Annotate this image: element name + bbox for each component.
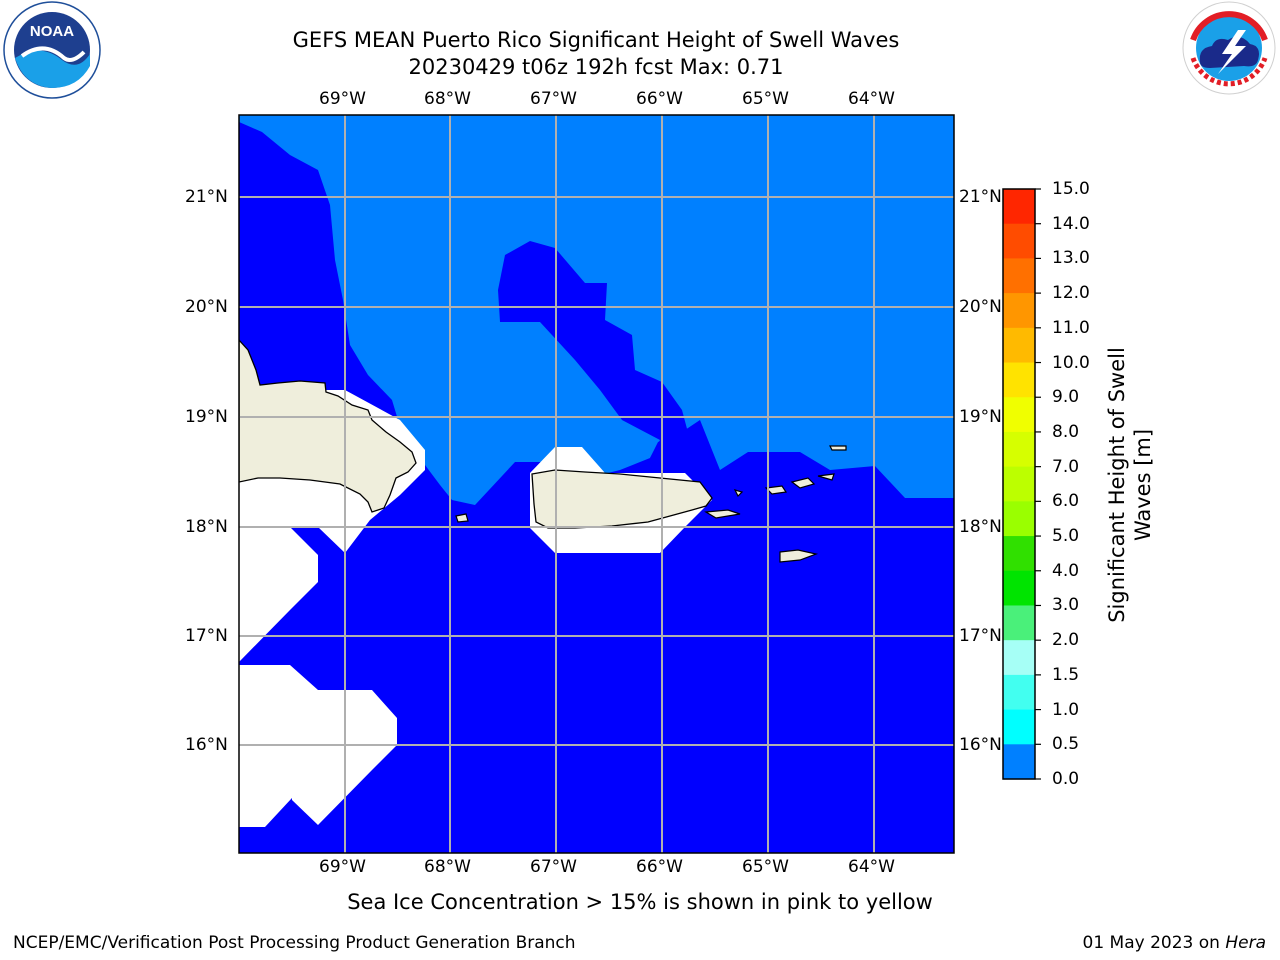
lon-label-top: 67°W [530,89,577,109]
lon-label-bottom: 66°W [636,857,683,877]
lon-label-top: 65°W [742,89,789,109]
colorbar-tick-label: 0.5 [1052,734,1080,755]
colorbar-segment [1003,258,1035,294]
lat-label-left: 21°N [185,187,228,207]
lat-label-right: 16°N [959,735,1002,755]
lon-label-top: 64°W [848,89,895,109]
colorbar-tick-label: 8.0 [1052,421,1080,442]
colorbar-tick-label: 11.0 [1052,317,1090,338]
colorbar-tick-label: 6.0 [1052,491,1080,512]
colorbar-title-line2: Waves [m] [1131,428,1155,542]
footer-machine: Hera [1225,933,1266,953]
map-subtitle: 20230429 t06z 192h fcst Max: 0.71 [408,55,784,79]
sea-ice-caption: Sea Ice Concentration > 15% is shown in … [347,890,933,914]
lon-label-bottom: 69°W [319,857,366,877]
colorbar-tick-label: 0.0 [1052,769,1080,789]
colorbar-tick-label: 15.0 [1052,179,1090,199]
lat-label-left: 18°N [185,517,228,537]
lat-label-right: 19°N [959,407,1002,427]
map-frame [238,114,955,854]
colorbar-segment [1003,709,1035,745]
lon-label-top: 66°W [636,89,683,109]
colorbar-segment [1003,674,1035,711]
colorbar-tick-label: 1.0 [1052,699,1080,720]
colorbar-segment [1003,501,1035,537]
colorbar-tick-label: 10.0 [1052,352,1090,373]
colorbar-segment [1003,536,1035,572]
colorbar-segment [1003,362,1035,398]
colorbar-segment [1003,327,1035,364]
colorbar [1002,188,1041,780]
colorbar-tick-label: 7.0 [1052,456,1080,477]
colorbar-segment [1003,744,1035,780]
colorbar-segment [1003,189,1035,225]
colorbar-frame [1002,188,1036,780]
lat-label-right: 21°N [959,187,1002,207]
lat-label-left: 17°N [185,626,228,646]
lon-label-bottom: 67°W [530,857,577,877]
lon-label-bottom: 65°W [742,857,789,877]
colorbar-segment [1003,640,1035,676]
colorbar-tick-label: 4.0 [1052,560,1080,581]
colorbar-tick-label: 2.0 [1052,630,1080,651]
swell-band-0-0.5-central [498,241,690,470]
colorbar-tick-label: 12.0 [1052,283,1090,304]
nws-logo [1182,1,1276,95]
colorbar-segment [1003,293,1035,329]
colorbar-segment [1003,431,1035,468]
colorbar-tick-label: 3.0 [1052,595,1080,616]
colorbar-tick-label: 13.0 [1052,248,1090,269]
footer-credit: NCEP/EMC/Verification Post Processing Pr… [13,933,576,953]
lat-label-left: 19°N [185,407,228,427]
lat-label-right: 17°N [959,626,1002,646]
lat-label-right: 18°N [959,517,1002,537]
nodata-southwest-1 [239,527,318,662]
virgin-islands [455,445,847,563]
colorbar-segment [1003,570,1035,607]
colorbar-tick-label: 9.0 [1052,387,1080,408]
graticule [239,115,954,853]
svg-text:NOAA: NOAA [30,23,74,40]
footer-date-text: 01 May 2023 on [1082,933,1220,953]
colorbar-segment [1003,466,1035,502]
footer-date: 01 May 2023 on Hera [1083,933,1267,953]
noaa-logo: NOAA [3,1,101,99]
colorbar-tick-label: 5.0 [1052,526,1080,547]
lat-label-right: 20°N [959,297,1002,317]
lon-label-top: 68°W [424,89,471,109]
lat-label-left: 20°N [185,297,228,317]
colorbar-title-line1: Significant Height of Swell [1105,347,1129,623]
map-title: GEFS MEAN Puerto Rico Significant Height… [292,28,900,52]
colorbar-tick-label: 1.5 [1052,664,1080,685]
colorbar-segment [1003,397,1035,433]
lat-label-left: 16°N [185,735,228,755]
lon-label-bottom: 64°W [848,857,895,877]
colorbar-segment [1003,605,1035,641]
colorbar-tick-label: 14.0 [1052,213,1090,234]
lon-label-top: 69°W [319,89,366,109]
hispaniola-land [239,339,417,513]
lon-label-bottom: 68°W [424,857,471,877]
map-area [239,115,954,853]
colorbar-mask [1003,180,1035,780]
colorbar-segment [1003,223,1035,260]
